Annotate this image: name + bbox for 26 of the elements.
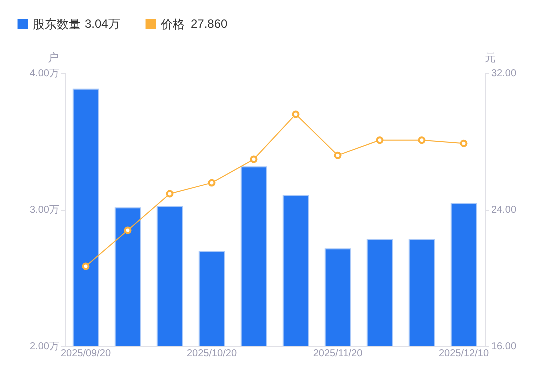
text: 3.04万 (85, 17, 120, 31)
y-axis-title: 户 (48, 52, 59, 64)
point (208, 179, 216, 187)
x-tick-label: 2025/10/20 (186, 348, 238, 360)
text: 27.860 (191, 17, 228, 31)
y-tick-label: 3.00万 (30, 205, 60, 216)
x-tick-label: 2025/11/20 (313, 348, 364, 360)
x-tick-label: 2025/09/20 (60, 348, 112, 360)
point (292, 110, 300, 118)
point (376, 136, 384, 144)
legend-label: 价格 (160, 17, 185, 32)
point (82, 262, 90, 270)
y-tick-label: 4.00万 (30, 68, 60, 80)
point (250, 156, 258, 164)
point (460, 140, 468, 148)
y2-tick-label: 32.00 (492, 68, 517, 80)
y2-axis-title: 元 (485, 52, 496, 64)
point (334, 152, 342, 160)
y2-tick-label: 16.00 (492, 342, 517, 352)
y-tick-label: 2.00万 (30, 342, 60, 352)
point (166, 190, 174, 198)
point (418, 136, 426, 144)
point (124, 226, 132, 234)
x-tick-label: 2025/12/10 (438, 348, 490, 360)
legend-label: 股东数量 (33, 17, 81, 32)
y2-tick-label: 24.00 (492, 205, 517, 216)
